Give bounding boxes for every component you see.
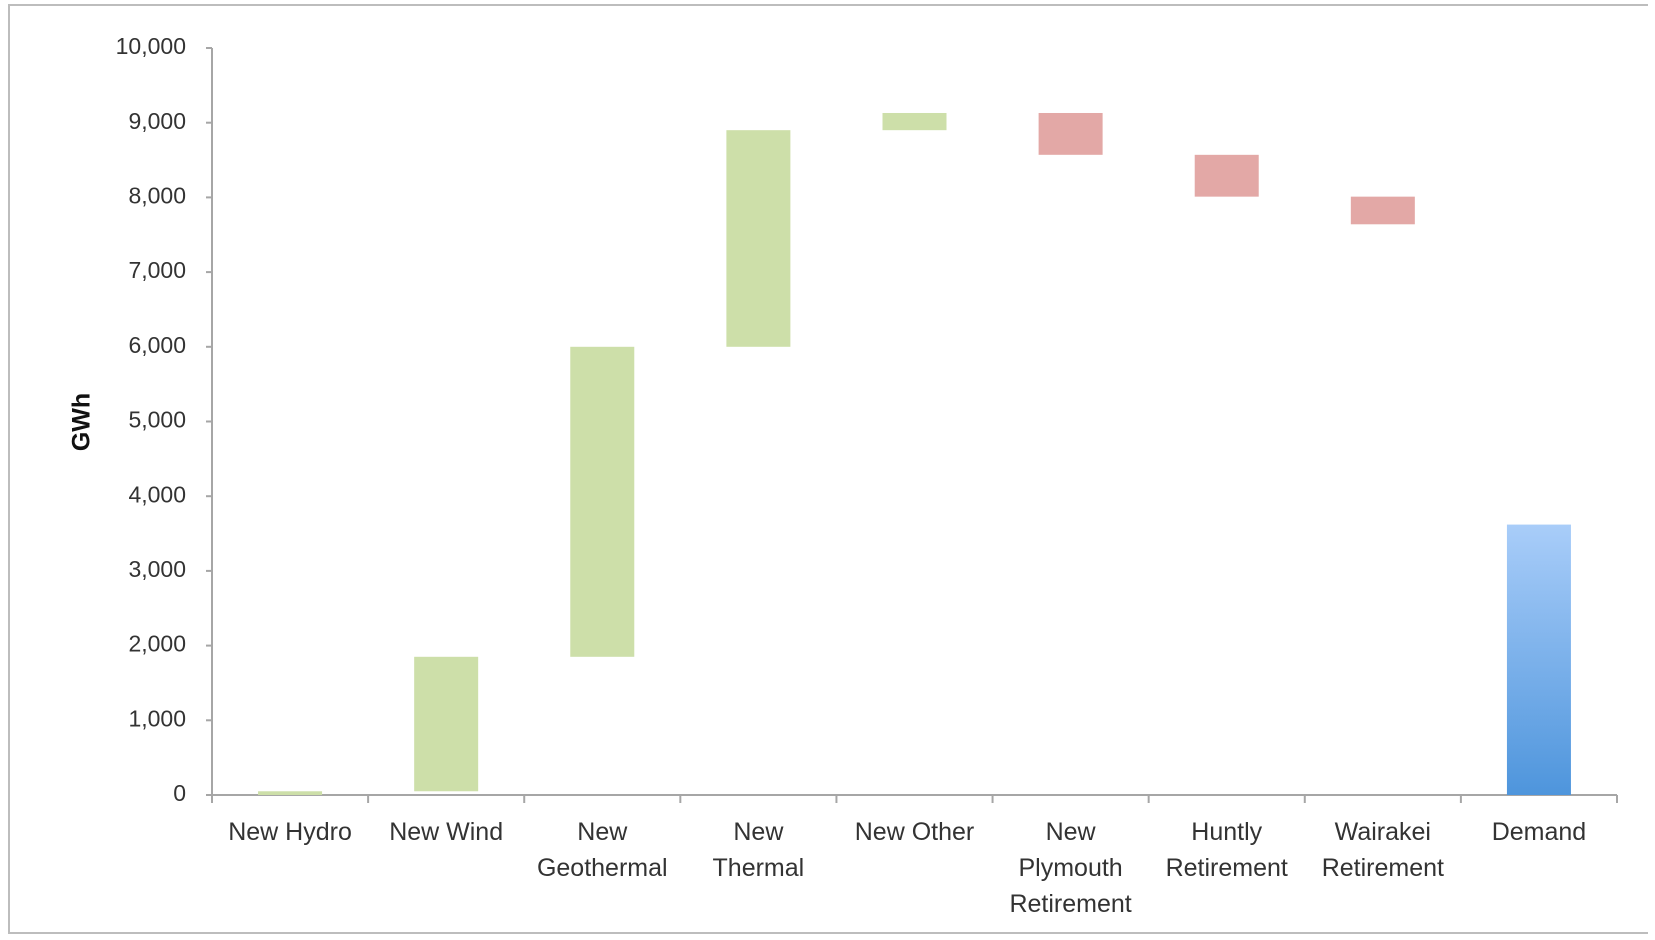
x-category-label: New Geothermal [537,818,668,882]
y-tick-label: 9,000 [128,108,186,134]
y-axis-title: GWh [68,393,96,451]
x-category-label: New Plymouth Retirement [1009,818,1131,918]
bar-increase [882,112,947,131]
y-tick-label: 7,000 [128,257,186,283]
x-category-label: New Wind [389,818,503,846]
y-tick-label: 5,000 [128,407,186,433]
x-category-label: New Other [855,818,974,846]
bar-increase [726,130,791,347]
x-category-label: Demand [1492,818,1587,846]
x-category-label: New Hydro [228,818,352,846]
bar-increase [258,791,323,795]
y-tick-label: 2,000 [128,631,186,657]
y-tick-label: 4,000 [128,481,186,507]
chart-frame [8,4,1648,934]
y-tick-label: 3,000 [128,556,186,582]
y-tick-label: 1,000 [128,705,186,731]
y-tick-label: 0 [173,780,186,806]
x-category-label: New Thermal [713,818,805,882]
bar-increase [414,656,479,792]
y-tick-label: 8,000 [128,182,186,208]
bar-decrease [1350,196,1415,225]
y-tick-label: 10,000 [116,33,186,59]
bar-total [1506,524,1571,795]
bar-decrease [1038,112,1103,155]
x-category-label: Wairakei Retirement [1322,818,1444,882]
x-category-label: Huntly Retirement [1166,818,1288,882]
bar-decrease [1194,154,1259,197]
bar-increase [570,346,635,657]
y-tick-label: 6,000 [128,332,186,358]
